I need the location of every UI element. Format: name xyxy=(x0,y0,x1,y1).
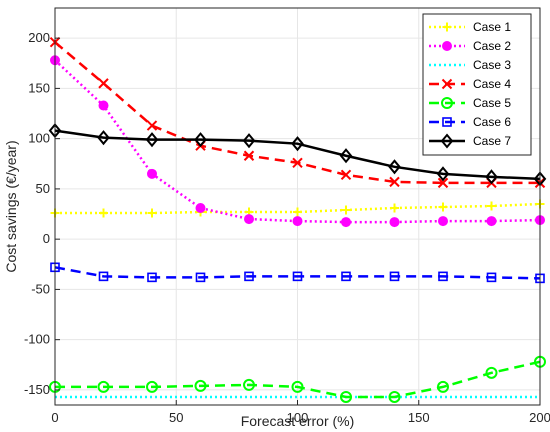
data-point xyxy=(340,390,352,403)
data-point xyxy=(293,207,302,217)
series-line-case-1 xyxy=(55,202,541,215)
data-point xyxy=(438,271,448,282)
data-point xyxy=(341,217,351,228)
data-point xyxy=(292,271,303,282)
data-point xyxy=(485,366,498,379)
data-point xyxy=(98,100,109,111)
y-tick-label: 150 xyxy=(28,80,50,95)
x-tick-label: 50 xyxy=(169,410,183,425)
x-tick-label: 0 xyxy=(51,410,58,425)
y-axis-label: Cost savings (€/year) xyxy=(3,140,19,272)
y-tick-label: -100 xyxy=(24,332,50,347)
data-point xyxy=(98,271,109,282)
data-point xyxy=(440,133,454,149)
data-point xyxy=(292,157,303,168)
axis-ticks: 0 50 100 150 200 -150 -100 -50 0 50 100 150 200 xyxy=(24,30,550,425)
data-point xyxy=(145,132,159,148)
data-point xyxy=(243,378,255,391)
legend-label-case-6: Case 6 xyxy=(473,115,511,129)
data-point xyxy=(195,272,206,283)
data-point xyxy=(243,150,255,161)
legend-box xyxy=(422,13,532,156)
legend: Case 1 Case 2 Case 3 Case 4 Case 5 Case 6 Case… xyxy=(422,13,532,156)
legend-label-case-1: Case 1 xyxy=(473,20,511,34)
data-point xyxy=(97,130,110,146)
y-tick-label: 0 xyxy=(43,231,50,246)
data-point xyxy=(436,166,450,182)
data-point xyxy=(388,159,401,175)
data-point xyxy=(389,271,400,282)
data-point xyxy=(147,168,157,179)
data-point xyxy=(146,380,158,393)
data-point xyxy=(244,214,254,225)
data-point xyxy=(390,203,399,213)
data-point xyxy=(442,117,452,127)
data-point xyxy=(147,272,157,283)
data-point xyxy=(195,203,206,214)
data-point xyxy=(487,201,496,211)
data-point xyxy=(341,205,351,215)
data-point xyxy=(340,169,352,181)
legend-label-case-5: Case 5 xyxy=(473,96,511,110)
data-point xyxy=(97,380,110,393)
legend-label-case-2: Case 2 xyxy=(473,39,511,53)
series-line-case-6 xyxy=(54,266,541,280)
data-point xyxy=(146,120,158,131)
y-tick-label: -50 xyxy=(31,281,50,296)
legend-label-case-3: Case 3 xyxy=(473,58,511,72)
data-point xyxy=(441,78,453,90)
data-point xyxy=(388,390,401,403)
data-point xyxy=(389,217,400,228)
series-group xyxy=(48,36,547,403)
legend-label-case-7: Case 7 xyxy=(473,134,511,148)
data-point xyxy=(341,271,351,282)
y-tick-label: -150 xyxy=(24,382,50,397)
data-point xyxy=(438,216,448,227)
data-point xyxy=(244,271,254,282)
data-point xyxy=(339,148,353,164)
series-line-case-7 xyxy=(54,129,541,181)
x-tick-label: 100 xyxy=(287,410,309,425)
data-point xyxy=(147,208,157,218)
y-tick-label: 50 xyxy=(36,181,50,196)
data-point xyxy=(194,132,207,148)
data-point xyxy=(437,177,449,189)
data-point xyxy=(194,379,207,392)
data-point xyxy=(442,22,452,32)
data-point xyxy=(485,169,498,185)
data-point xyxy=(486,216,497,227)
data-point xyxy=(291,136,304,152)
data-point xyxy=(99,208,108,218)
data-point xyxy=(291,380,304,393)
data-point xyxy=(438,202,448,212)
data-point xyxy=(442,41,452,51)
data-point xyxy=(98,78,109,89)
legend-label-case-4: Case 4 xyxy=(473,77,511,91)
x-tick-label: 150 xyxy=(408,410,430,425)
y-tick-label: 100 xyxy=(28,131,50,146)
y-tick-label: 200 xyxy=(28,30,50,45)
series-case-5 xyxy=(49,355,546,403)
x-axis-label: Forecast error (%) xyxy=(241,413,355,429)
data-point xyxy=(292,216,303,227)
data-point xyxy=(242,133,256,149)
data-point xyxy=(441,97,453,109)
data-point xyxy=(486,272,497,283)
data-point xyxy=(437,380,449,393)
x-tick-label: 200 xyxy=(529,410,550,425)
data-point xyxy=(389,176,400,188)
series-line-case-5 xyxy=(55,360,541,399)
